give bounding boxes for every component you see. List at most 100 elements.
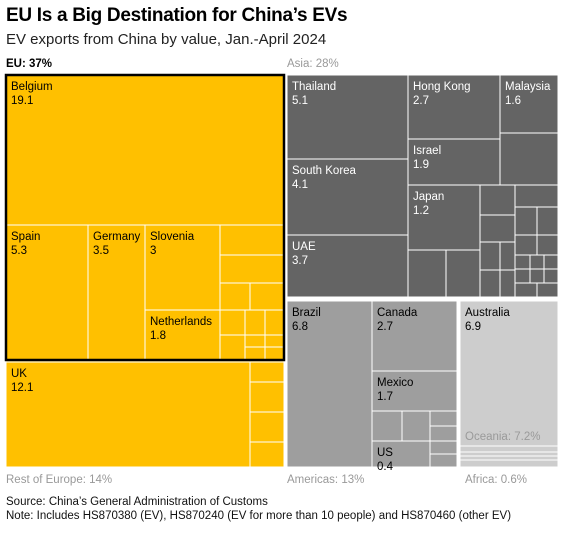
source-note: Source: China’s General Administration o… [6,496,268,508]
tile-minor [543,254,559,270]
tile-value-us: 0.4 [377,461,394,473]
tile-value-uae: 3.7 [292,255,308,267]
tile-value-thailand: 5.1 [292,95,308,107]
tile-value-uk: 12.1 [11,382,33,394]
tile-label-mexico: Mexico [377,377,413,389]
tile-label-spain: Spain [11,231,40,243]
tile-label-malaysia: Malaysia [505,81,551,93]
tile-minor [429,425,458,442]
tile-label-netherlands: Netherlands [150,316,212,328]
group-label-africa: Africa: 0.6% [465,474,527,486]
tile-label-thailand: Thailand [292,81,336,93]
tile-value-malaysia: 1.6 [505,95,521,107]
tile-value-japan: 1.2 [413,205,429,217]
tile-minor [371,410,403,442]
tile-minor [219,309,246,336]
tile-africa-minor [459,455,559,461]
tile-minor [536,206,559,236]
tile-minor [479,269,501,298]
tile-value-netherlands: 1.8 [150,330,166,342]
group-label-americas: Americas: 13% [287,474,364,486]
tile-label-germany: Germany [93,231,141,243]
tile-minor [249,361,285,383]
tile-minor [479,184,516,216]
tile-value-germany: 3.5 [93,245,109,257]
tile-minor [264,346,285,361]
tile-minor [543,268,559,284]
tile-belgium [5,74,285,226]
tile-minor [407,249,447,298]
tile-minor [514,184,559,208]
tile-minor [529,268,545,284]
tile-minor [514,254,531,270]
tile-minor [244,346,266,361]
tile-label-japan: Japan [413,191,444,203]
tile-africa-minor [459,451,559,457]
tile-minor [499,132,559,186]
tile-minor [264,309,285,336]
tile-africa-minor [459,459,559,468]
tile-value-south-korea: 4.1 [292,179,308,191]
tile-label-belgium: Belgium [11,81,53,93]
eu-outline [4,73,286,362]
tile-value-spain: 5.3 [11,245,27,257]
tile-uae [286,234,409,298]
chart-title: EU Is a Big Destination for China’s EVs [6,5,348,26]
tile-label-hong-kong: Hong Kong [413,81,471,93]
tile-label-uk: UK [11,368,27,380]
group-label-oceania: Oceania: 7.2% [465,431,540,443]
tile-minor [249,381,285,413]
tile-hong-kong [407,74,501,140]
tile-minor [514,206,538,236]
tile-minor [219,254,285,284]
tile-minor [514,268,531,284]
tile-brazil [286,300,373,468]
tile-minor [536,282,559,298]
tile-label-brazil: Brazil [292,307,321,319]
tile-label-israel: Israel [413,145,441,157]
tile-value-slovenia: 3 [150,245,156,257]
tile-minor [264,334,285,348]
tile-value-belgium: 19.1 [11,95,33,107]
tile-thailand [286,74,409,160]
chart-subtitle: EV exports from China by value, Jan.-Apr… [6,31,327,48]
tile-slovenia [144,224,221,311]
tile-minor [249,282,285,311]
tile-netherlands [144,309,221,361]
tile-minor [249,411,285,443]
tile-south-korea [286,158,409,236]
tile-minor [499,269,516,298]
tile-us [371,440,431,468]
tile-minor [479,241,501,271]
tile-israel [407,138,501,186]
tile-value-israel: 1.9 [413,159,429,171]
tile-label-us: US [377,447,393,459]
tile-minor [514,234,538,256]
tile-canada [371,300,458,372]
tile-minor [479,214,516,243]
tile-minor [244,309,266,336]
tile-label-south-korea: South Korea [292,165,357,177]
tile-value-mexico: 1.7 [377,391,393,403]
tile-minor [529,254,545,270]
tile-minor [445,249,481,298]
tile-value-australia: 6.9 [465,321,481,333]
tile-minor [219,282,251,311]
tile-minor [249,441,285,468]
tile-minor [401,410,431,442]
tile-label-australia: Australia [465,307,510,319]
tile-label-slovenia: Slovenia [150,231,195,243]
tile-minor [429,410,458,427]
group-label-rest-of-europe: Rest of Europe: 14% [6,474,112,486]
group-label-asia: Asia: 28% [287,58,339,70]
tile-uk [5,361,251,468]
tile-minor [459,445,559,453]
tile-minor [536,234,559,256]
tile-value-hong-kong: 2.7 [413,95,429,107]
tile-minor [219,334,246,361]
tile-australia [459,300,559,447]
group-label-eu: EU: 37% [6,58,52,70]
footnote: Note: Includes HS870380 (EV), HS870240 (… [6,510,512,522]
tile-value-brazil: 6.8 [292,321,308,333]
